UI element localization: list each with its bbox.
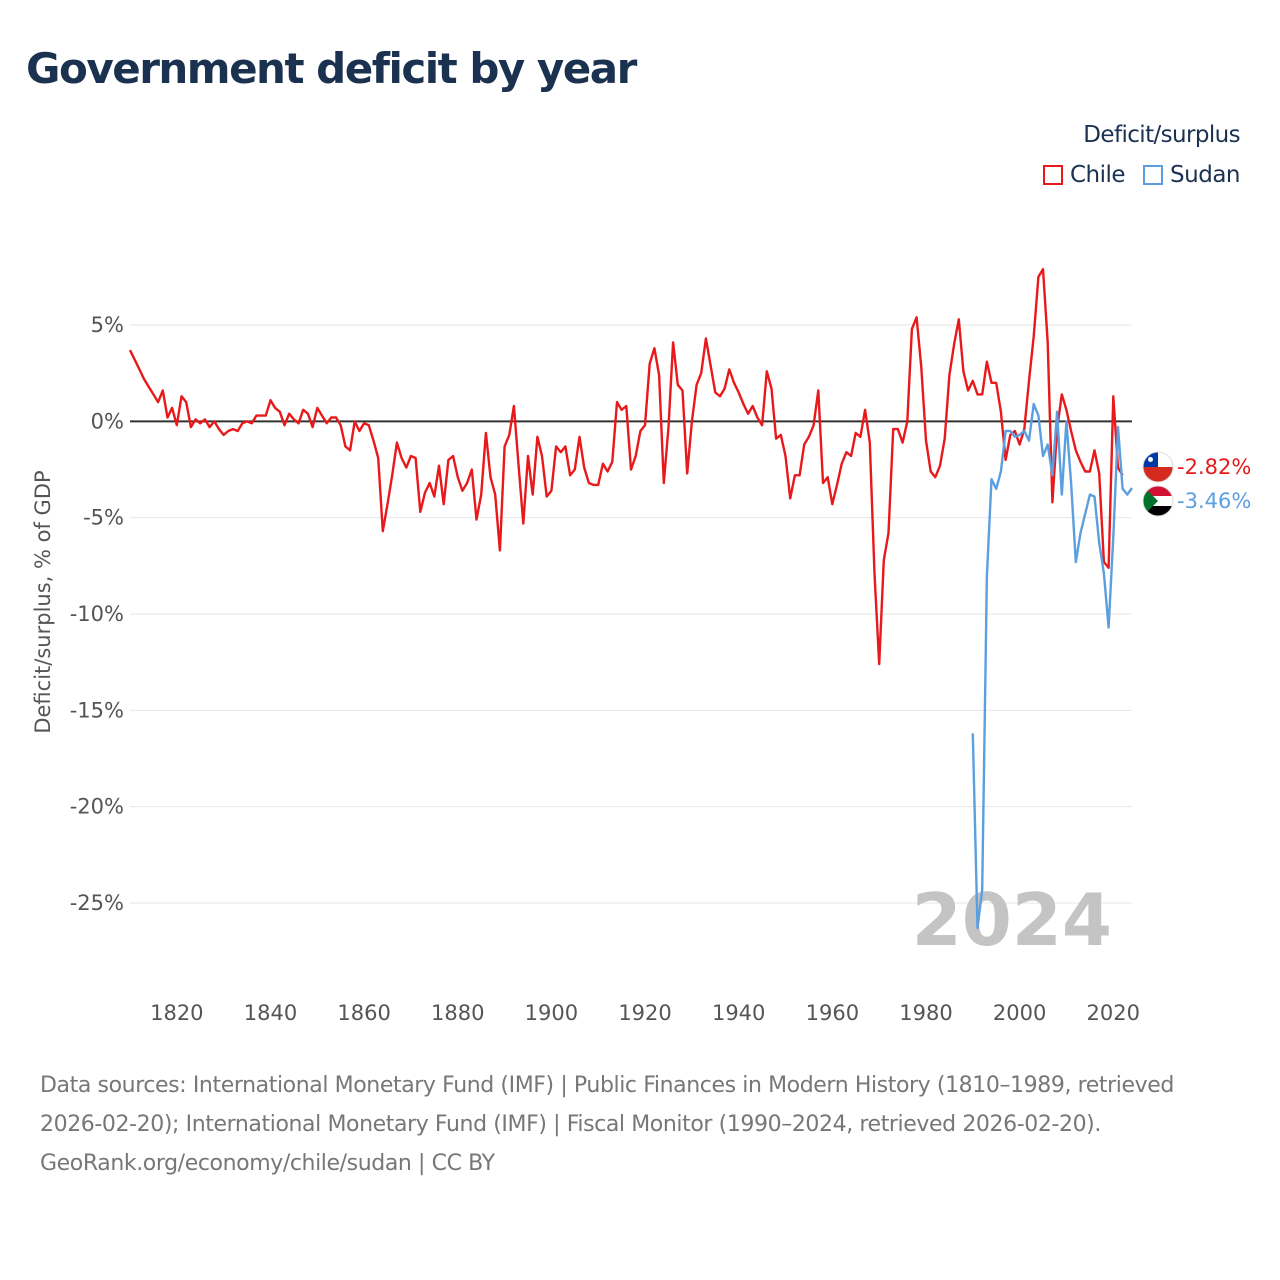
x-tick-label: 1900 xyxy=(525,1001,578,1025)
series-line-chile[interactable] xyxy=(128,268,1124,666)
sudan-end-value: -3.46% xyxy=(1177,489,1251,513)
legend-label-sudan: Sudan xyxy=(1170,162,1240,188)
y-axis-label: Deficit/surplus, % of GDP xyxy=(31,470,55,733)
chart-title: Government deficit by year xyxy=(26,44,637,93)
legend-swatch-chile xyxy=(1042,165,1063,185)
legend-item-sudan[interactable]: Sudan xyxy=(1143,162,1240,188)
y-tick-label: -5% xyxy=(83,506,124,530)
legend-swatch-sudan xyxy=(1143,165,1164,185)
y-tick-label: -10% xyxy=(70,602,124,626)
series-line-sudan[interactable] xyxy=(971,402,1133,930)
y-tick-label: 0% xyxy=(91,409,124,433)
sudan-flag-icon xyxy=(1143,486,1173,516)
legend: Deficit/surplus Chile Sudan xyxy=(1042,122,1241,188)
legend-item-chile[interactable]: Chile xyxy=(1042,162,1126,188)
chile-flag-ring xyxy=(1142,451,1174,483)
x-tick-label: 1920 xyxy=(618,1001,671,1025)
data-sources: Data sources: International Monetary Fun… xyxy=(40,1073,1174,1137)
x-tick-label: 2020 xyxy=(1087,1001,1140,1025)
y-tick-label: -25% xyxy=(70,891,124,915)
x-tick-label: 1840 xyxy=(244,1001,297,1025)
x-tick-label: 1860 xyxy=(337,1001,390,1025)
line-chart: 5% 0% -5% -10% -15% -20% -25% 1820 1840 1860 1880 1… xyxy=(31,268,1251,1025)
end-markers: -2.82% -3.46% xyxy=(1142,451,1251,517)
x-tick-label: 2000 xyxy=(993,1001,1046,1025)
chile-end-value: -2.82% xyxy=(1177,455,1251,479)
gridlines xyxy=(130,324,1132,904)
x-tick-label: 1960 xyxy=(806,1001,859,1025)
axis-ticks: 5% 0% -5% -10% -15% -20% -25% 1820 1840 1860 1880 1… xyxy=(70,313,1140,1025)
legend-title: Deficit/surplus xyxy=(1083,122,1240,148)
y-tick-label: -20% xyxy=(70,795,124,819)
y-tick-label: 5% xyxy=(91,313,124,337)
current-year-watermark: 2024 xyxy=(912,878,1112,962)
x-tick-label: 1820 xyxy=(150,1001,203,1025)
credit-link[interactable]: GeoRank.org/economy/chile/sudan | CC BY xyxy=(40,1151,495,1176)
y-tick-label: -15% xyxy=(70,698,124,722)
sudan-flag-ring xyxy=(1142,485,1174,517)
x-tick-label: 1980 xyxy=(899,1001,952,1025)
x-tick-label: 1940 xyxy=(712,1001,765,1025)
series-lines xyxy=(128,268,1133,930)
legend-label-chile: Chile xyxy=(1069,162,1126,188)
footer: Data sources: International Monetary Fun… xyxy=(40,1066,1240,1183)
chile-flag-icon xyxy=(1143,452,1173,482)
x-tick-label: 1880 xyxy=(431,1001,484,1025)
